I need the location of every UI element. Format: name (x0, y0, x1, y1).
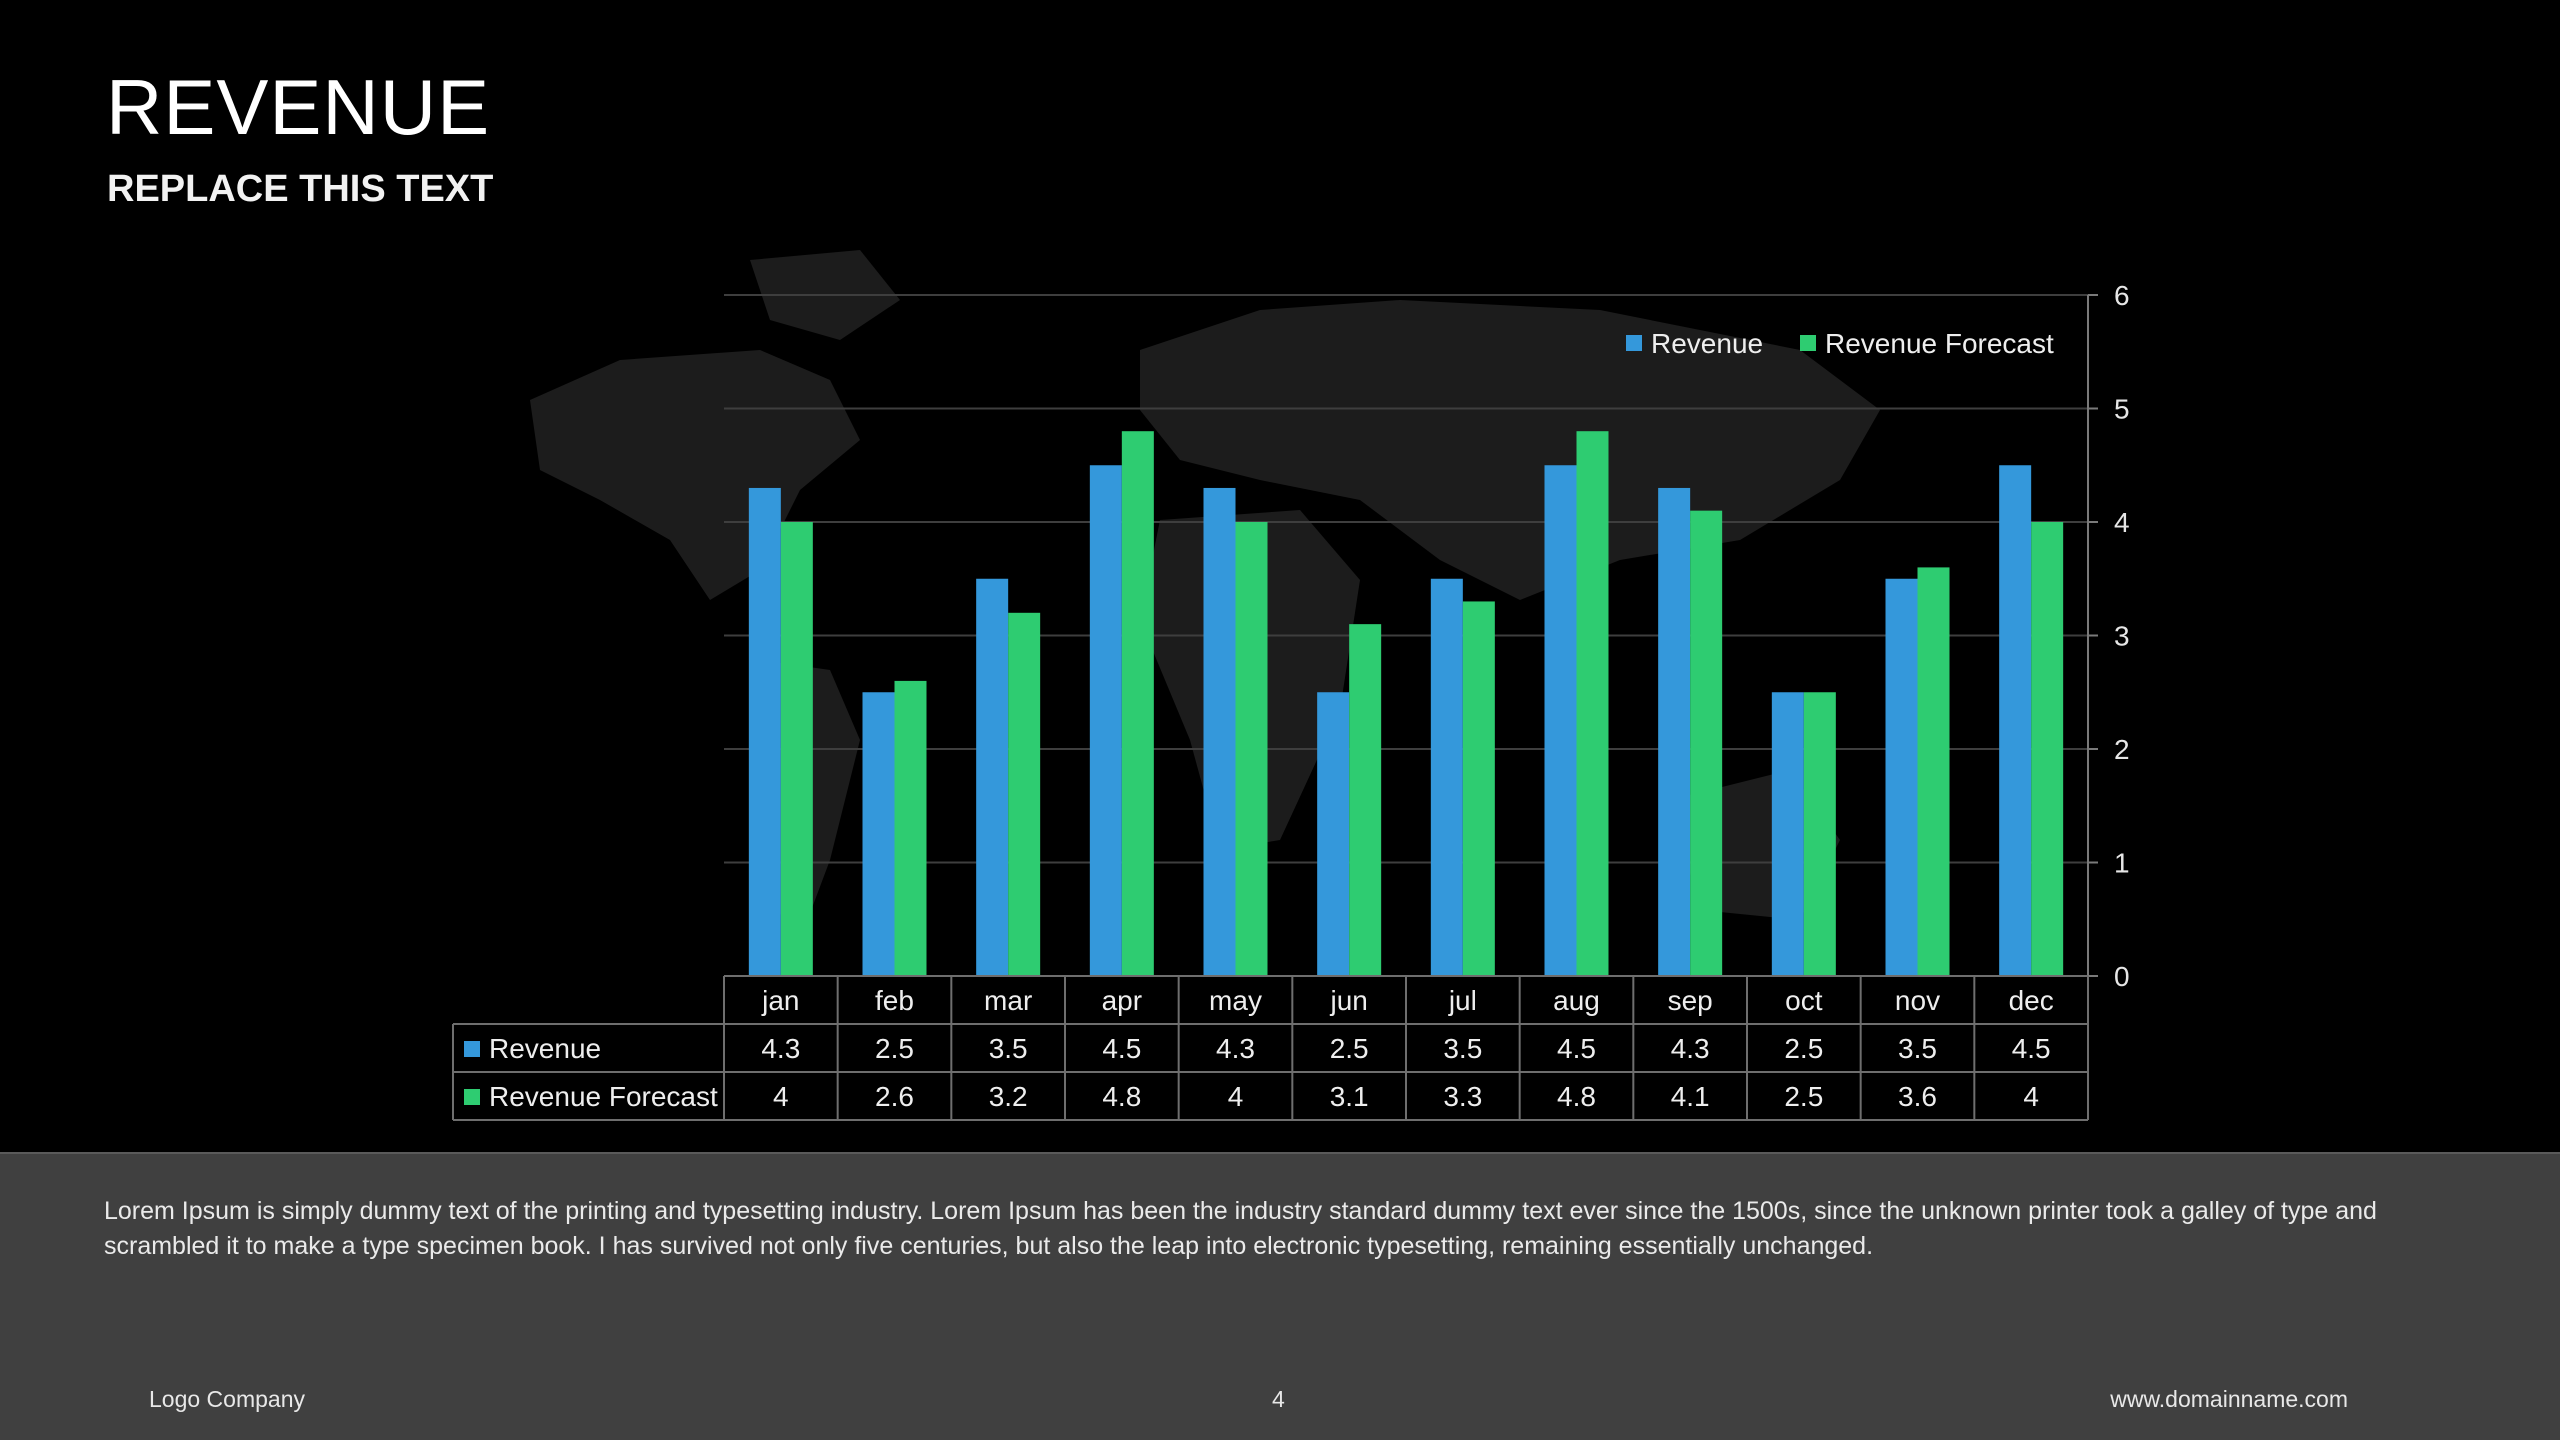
table-legend-swatch (464, 1089, 480, 1105)
y-tick-label: 3 (2114, 621, 2130, 652)
data-label: 3.5 (989, 1033, 1028, 1064)
bar-forecast (1803, 692, 1836, 976)
page-subtitle: REPLACE THIS TEXT (107, 168, 494, 210)
footer-website[interactable]: www.domainname.com (2110, 1386, 2348, 1412)
data-label: 3.6 (1898, 1081, 1937, 1112)
bar-forecast (1917, 567, 1950, 976)
bar-revenue (748, 487, 781, 976)
bar-revenue (1544, 465, 1577, 976)
x-tick-label: apr (1102, 985, 1142, 1016)
bar-forecast (894, 680, 927, 976)
footer-band (0, 1152, 2560, 1440)
y-tick-label: 5 (2114, 394, 2130, 425)
table-legend-swatch (464, 1041, 480, 1057)
y-tick-label: 4 (2114, 507, 2130, 538)
data-label: 4.8 (1557, 1081, 1596, 1112)
data-label: 2.5 (1784, 1081, 1823, 1112)
bar-revenue (1658, 487, 1691, 976)
data-label: 4.3 (1216, 1033, 1255, 1064)
bar-forecast (1121, 431, 1154, 976)
x-tick-label: jan (761, 985, 799, 1016)
bar-forecast (2031, 522, 2064, 976)
bar-forecast (1235, 522, 1268, 976)
data-label: 4.1 (1671, 1081, 1710, 1112)
data-label: 2.5 (1784, 1033, 1823, 1064)
y-axis: 0 1 2 3 4 5 6 (2087, 280, 2130, 992)
data-label: 2.5 (1330, 1033, 1369, 1064)
x-tick-label: jul (1448, 985, 1477, 1016)
legend-label: Revenue Forecast (1825, 328, 2054, 359)
table-series-label: Revenue (489, 1033, 601, 1064)
data-label: 4.5 (1557, 1033, 1596, 1064)
data-label: 4.3 (1671, 1033, 1710, 1064)
data-label: 3.2 (989, 1081, 1028, 1112)
bar-forecast (780, 522, 813, 976)
data-label: 3.1 (1330, 1081, 1369, 1112)
x-tick-label: sep (1668, 985, 1713, 1016)
footer-page-number: 4 (1272, 1386, 1285, 1412)
bar-revenue (1771, 692, 1804, 976)
x-tick-label: mar (984, 985, 1032, 1016)
data-label: 4.5 (1102, 1033, 1141, 1064)
data-label: 4 (1228, 1081, 1244, 1112)
data-label: 4 (2023, 1081, 2039, 1112)
bar-revenue (1317, 692, 1350, 976)
y-tick-label: 1 (2114, 848, 2130, 879)
bar-revenue (1999, 465, 2032, 976)
body-paragraph: Lorem Ipsum is simply dummy text of the … (104, 1197, 2377, 1260)
y-tick-label: 2 (2114, 734, 2130, 765)
table-series-label: Revenue Forecast (489, 1081, 718, 1112)
x-tick-label: aug (1553, 985, 1600, 1016)
data-label: 4.8 (1102, 1081, 1141, 1112)
bar-revenue (1089, 465, 1122, 976)
bar-forecast (1462, 601, 1495, 976)
bar-revenue (1430, 578, 1463, 976)
legend-swatch-revenue (1626, 335, 1642, 351)
legend-label: Revenue (1651, 328, 1763, 359)
data-label: 3.5 (1898, 1033, 1937, 1064)
data-label: 3.3 (1443, 1081, 1482, 1112)
x-tick-label: dec (2009, 985, 2054, 1016)
x-tick-label: nov (1895, 985, 1940, 1016)
bar-revenue (1885, 578, 1918, 976)
chart-bars (748, 431, 2064, 976)
revenue-chart: 0 1 2 3 4 5 6 jan feb mar apr may jun jul aug sep oct no… (452, 280, 2130, 1121)
footer-company: Logo Company (149, 1386, 305, 1412)
x-tick-label: jun (1329, 985, 1367, 1016)
x-tick-label: may (1209, 985, 1262, 1016)
bar-forecast (1576, 431, 1609, 976)
bar-revenue (862, 692, 895, 976)
data-label: 4.3 (761, 1033, 800, 1064)
data-label: 2.5 (875, 1033, 914, 1064)
legend-swatch-forecast (1800, 335, 1816, 351)
bar-forecast (1690, 510, 1723, 976)
y-tick-label: 6 (2114, 280, 2130, 311)
data-label: 4 (773, 1081, 789, 1112)
bar-revenue (1203, 487, 1236, 976)
bar-revenue (976, 578, 1009, 976)
chart-legend: Revenue Revenue Forecast (1626, 328, 2054, 359)
y-tick-label: 0 (2114, 961, 2130, 992)
x-tick-label: feb (875, 985, 914, 1016)
data-table: jan feb mar apr may jun jul aug sep oct nov dec Reve… (452, 975, 2089, 1121)
bar-forecast (1349, 624, 1382, 976)
data-label: 4.5 (2012, 1033, 2051, 1064)
x-tick-label: oct (1785, 985, 1823, 1016)
bar-forecast (1008, 612, 1041, 976)
chart-gridlines (724, 294, 2088, 864)
page-title: REVENUE (106, 63, 491, 151)
data-label: 2.6 (875, 1081, 914, 1112)
data-label: 3.5 (1443, 1033, 1482, 1064)
